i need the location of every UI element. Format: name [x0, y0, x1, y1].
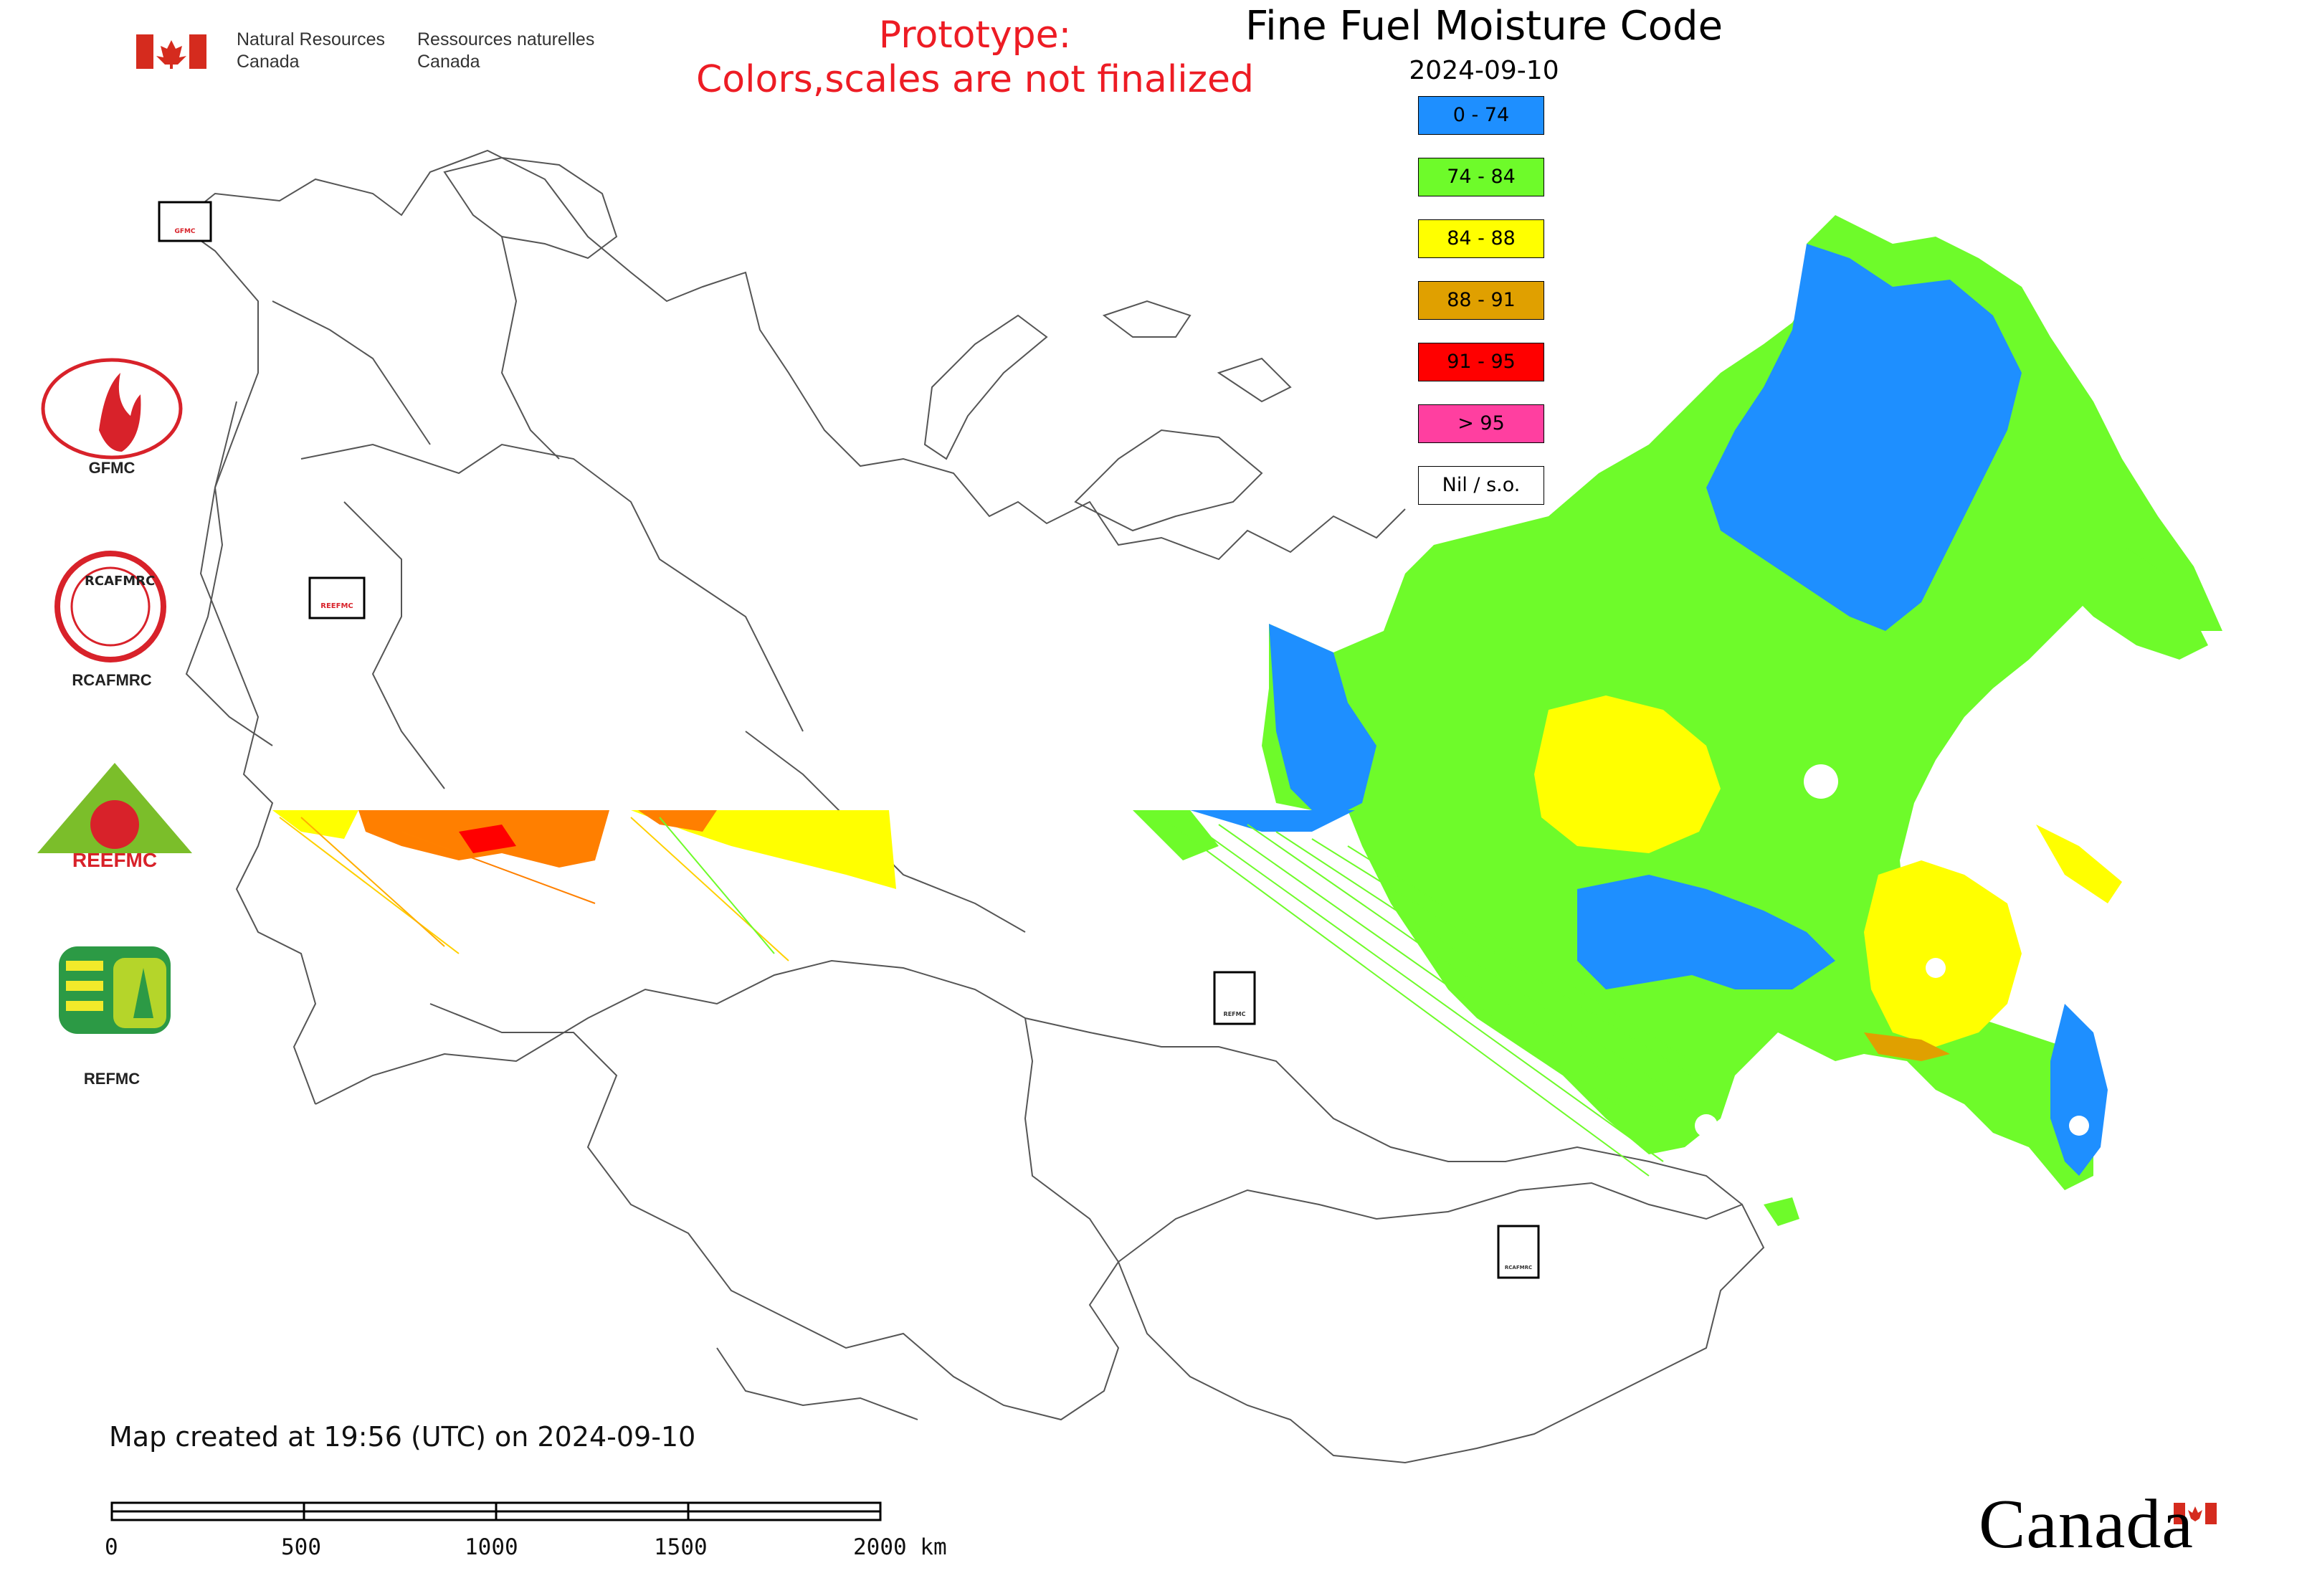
org-fr-line2: Canada	[417, 52, 480, 72]
map-logo-rcafmrc-box	[1497, 1225, 1540, 1279]
org-en-line1: Natural Resources	[237, 29, 386, 49]
legend-label: 88 - 91	[1447, 289, 1516, 311]
ffmc-yellow-amur	[1864, 860, 2022, 1047]
org-fr-line1: Ressources naturelles	[417, 29, 595, 49]
ffmc-yellow-sakhalin-north	[2036, 825, 2122, 903]
mongolia-outline	[1117, 1182, 1765, 1464]
map-logo-refmc-label: REFMC	[1223, 1011, 1246, 1017]
scale-bar	[110, 1501, 882, 1521]
legend-item-84-88: 84 - 88	[1418, 219, 1544, 258]
map-created-text: Map created at 19:56 (UTC) on 2024-09-10	[109, 1421, 696, 1453]
org-name-english: Natural Resources Canada	[237, 29, 385, 73]
logo-caption-gfmc: GFMC	[88, 459, 135, 477]
scale-tick-label: 0	[105, 1534, 118, 1560]
gap-circle	[1926, 958, 1946, 978]
ffmc-yellow-yakutia	[1534, 695, 1721, 853]
logo-refmc: REFMC	[40, 1070, 184, 1088]
prototype-notice: Prototype: Colors,scales are not finaliz…	[660, 13, 1290, 102]
internal-border-3	[343, 501, 445, 789]
map-logo-gfmc-label: GFMC	[174, 228, 196, 235]
internal-border-1	[500, 236, 560, 460]
russia-south-border	[1024, 1017, 1743, 1205]
rcafmrc-inner-text: RCAFMRC	[85, 574, 156, 589]
ffmc-blue-northwest	[1269, 624, 1376, 810]
map-logo-reefmc-box	[308, 576, 366, 619]
legend-label: 0 - 74	[1452, 104, 1510, 126]
taymyr	[1074, 429, 1263, 532]
gap-circle	[1695, 1114, 1718, 1137]
scandinavia-border	[164, 214, 273, 746]
map-logo-refmc-box	[1213, 971, 1256, 1025]
prototype-line2: Colors,scales are not finalized	[695, 58, 1255, 101]
ffmc-red-spot-west	[459, 825, 516, 853]
map-logo-rcafmrc-label: RCAFMRC	[1504, 1265, 1533, 1270]
legend-label: 91 - 95	[1447, 351, 1516, 373]
novaya-zemlya	[923, 314, 1048, 460]
logo-caption-refmc: REFMC	[83, 1070, 141, 1088]
ffmc-yellow-band-west	[272, 810, 358, 839]
legend-item-nil: Nil / s.o.	[1418, 466, 1544, 505]
ffmc-blue-primorye	[2050, 1004, 2108, 1176]
ffmc-green-island-sakhalin	[1764, 1197, 1799, 1226]
legend-label: 74 - 84	[1447, 166, 1516, 188]
stripe-artifacts	[279, 817, 1693, 1177]
reefmc-logo-graphic	[37, 763, 192, 853]
arctic-coastline	[179, 149, 1406, 561]
gap-circle	[2069, 1116, 2089, 1136]
map-date: 2024-09-10	[1409, 56, 1559, 85]
canada-wordmark: Canada	[1979, 1486, 2194, 1563]
ffmc-blue-band-east	[1190, 810, 1355, 832]
gfmc-flame-icon	[99, 373, 141, 452]
refmc-logo-graphic	[59, 946, 171, 1034]
legend-item-0-74: 0 - 74	[1418, 96, 1544, 135]
ffmc-green-band-east	[1133, 810, 1219, 860]
kola-peninsula	[443, 156, 618, 260]
map-logo-boxes	[158, 201, 1540, 1279]
gap-circle	[1804, 764, 1838, 799]
org-en-line2: Canada	[237, 52, 300, 72]
map-logo-reefmc-label: REEFMC	[320, 602, 353, 610]
legend-item-74-84: 74 - 84	[1418, 158, 1544, 196]
scale-tick-label: 500	[281, 1534, 321, 1560]
legend-item-88-91: 88 - 91	[1418, 281, 1544, 320]
gfmc-globe-icon	[41, 358, 183, 460]
logo-rcafmrc: RCAFMRC	[40, 671, 184, 690]
org-name-french: Ressources naturelles Canada	[417, 29, 594, 73]
canada-flag-icon-wordmark	[2174, 1503, 2217, 1524]
map-title: Fine Fuel Moisture Code	[1245, 3, 1723, 49]
scale-tick-label: 1000	[465, 1534, 518, 1560]
scale-tick-label: 2000 km	[853, 1534, 947, 1560]
legend-item-91-95: 91 - 95	[1418, 343, 1544, 381]
ffmc-data-layer	[272, 215, 2222, 1226]
ural-region	[300, 443, 804, 732]
gfmc-logo-graphic	[41, 358, 183, 460]
legend-label: Nil / s.o.	[1442, 474, 1521, 496]
ffmc-orange-band-mid	[638, 810, 717, 832]
central-asia	[716, 1347, 918, 1420]
white-gaps	[1695, 764, 2089, 1137]
logo-gfmc: GFMC	[40, 459, 184, 478]
ffmc-green-kamchatka	[1993, 416, 2208, 660]
kazakhstan-outline	[429, 1003, 1120, 1421]
ffmc-orange-amur	[1864, 1032, 1950, 1061]
canada-flag-icon-header	[136, 34, 206, 69]
rcafmrc-logo-graphic	[54, 551, 166, 662]
legend-item-gt-95: > 95	[1418, 404, 1544, 443]
legend-label: > 95	[1457, 412, 1505, 434]
ffmc-blue-northeast	[1706, 244, 2022, 631]
kazakhstan-north	[315, 959, 1026, 1105]
ffmc-blue-south	[1577, 875, 1835, 989]
reefmc-flame-icon	[90, 800, 139, 849]
internal-border-2	[272, 300, 431, 445]
prototype-line1: Prototype:	[878, 14, 1072, 57]
logo-caption-rcafmrc: RCAFMRC	[72, 671, 152, 689]
western-border	[199, 401, 317, 1105]
map-logo-gfmc-box	[158, 201, 212, 242]
reefmc-wordmark: REEFMC	[72, 849, 158, 871]
scale-tick-label: 1500	[654, 1534, 708, 1560]
legend-label: 84 - 88	[1447, 227, 1516, 250]
arctic-islands	[1102, 300, 1292, 403]
